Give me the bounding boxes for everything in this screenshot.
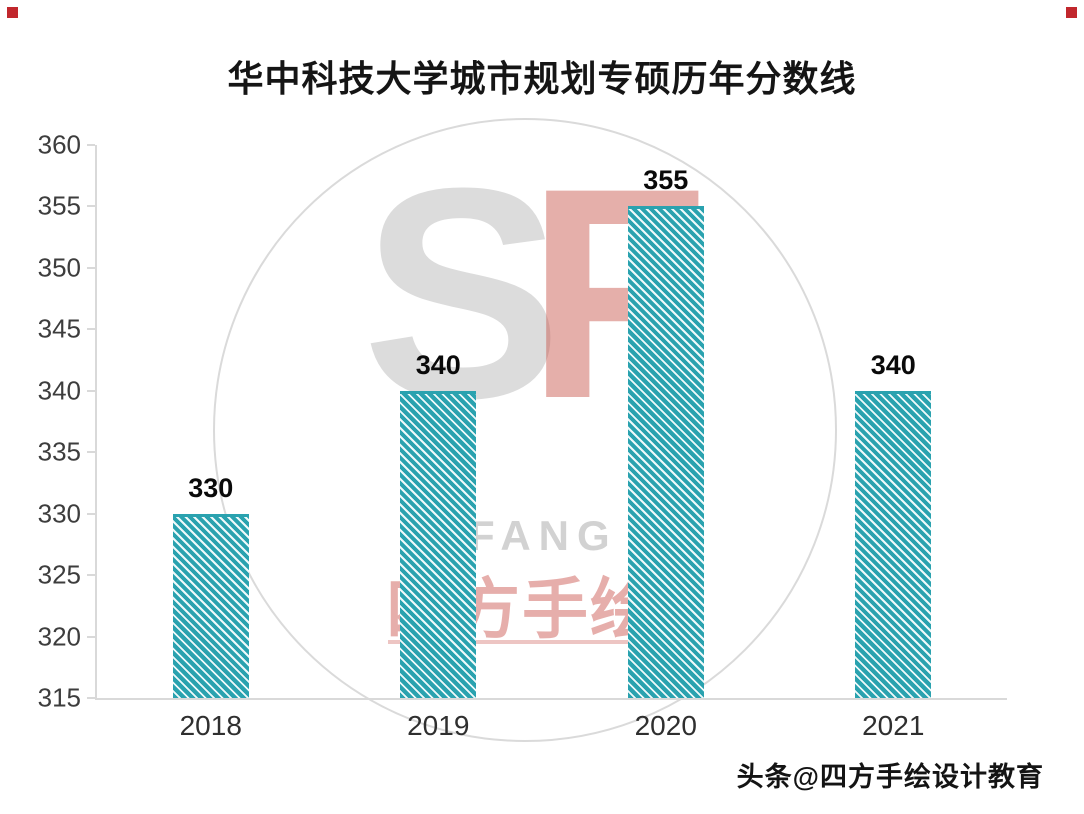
bar (172, 514, 249, 698)
y-tick-label: 340 (37, 375, 81, 406)
y-tick-label: 330 (37, 498, 81, 529)
corner-mark-top-right (1066, 7, 1077, 18)
y-tick-label: 360 (37, 129, 81, 160)
y-tick-mark (87, 144, 95, 146)
corner-mark-top-left (7, 7, 18, 18)
plot-area: 360 355 350 345 340 335 330 325 320 315 330 2018 340… (38, 130, 1007, 741)
y-tick-mark (87, 512, 95, 515)
x-tick-label: 2019 (407, 710, 470, 741)
y-tick-mark (87, 635, 95, 638)
bar-value-label: 340 (415, 350, 461, 380)
credit-text: 头条@四方手绘设计教育 (736, 762, 1044, 792)
y-tick-label: 315 (37, 682, 81, 713)
y-tick-label: 350 (37, 252, 81, 283)
x-tick-label: 2021 (862, 710, 925, 741)
y-tick-mark (87, 205, 95, 208)
bar (855, 391, 932, 698)
bar-value-label: 340 (870, 350, 916, 380)
y-tick-mark (87, 451, 95, 454)
y-tick-mark (87, 574, 95, 577)
x-tick-label: 2018 (179, 710, 242, 741)
y-tick-label: 320 (37, 621, 81, 652)
y-tick-label: 335 (37, 436, 81, 467)
bar-value-label: 355 (643, 165, 689, 195)
y-tick-label: 325 (37, 559, 81, 590)
chart-title: 华中科技大学城市规划专硕历年分数线 (227, 58, 857, 99)
y-tick-mark (87, 697, 95, 699)
y-tick-mark (87, 328, 95, 331)
y-tick-mark (87, 389, 95, 392)
y-tick-mark (87, 266, 95, 269)
y-tick-label: 355 (37, 190, 81, 221)
bar-value-label: 330 (188, 473, 234, 503)
bar (627, 206, 704, 698)
x-tick-label: 2020 (634, 710, 697, 741)
y-tick-label: 345 (37, 313, 81, 344)
bar (400, 391, 477, 698)
